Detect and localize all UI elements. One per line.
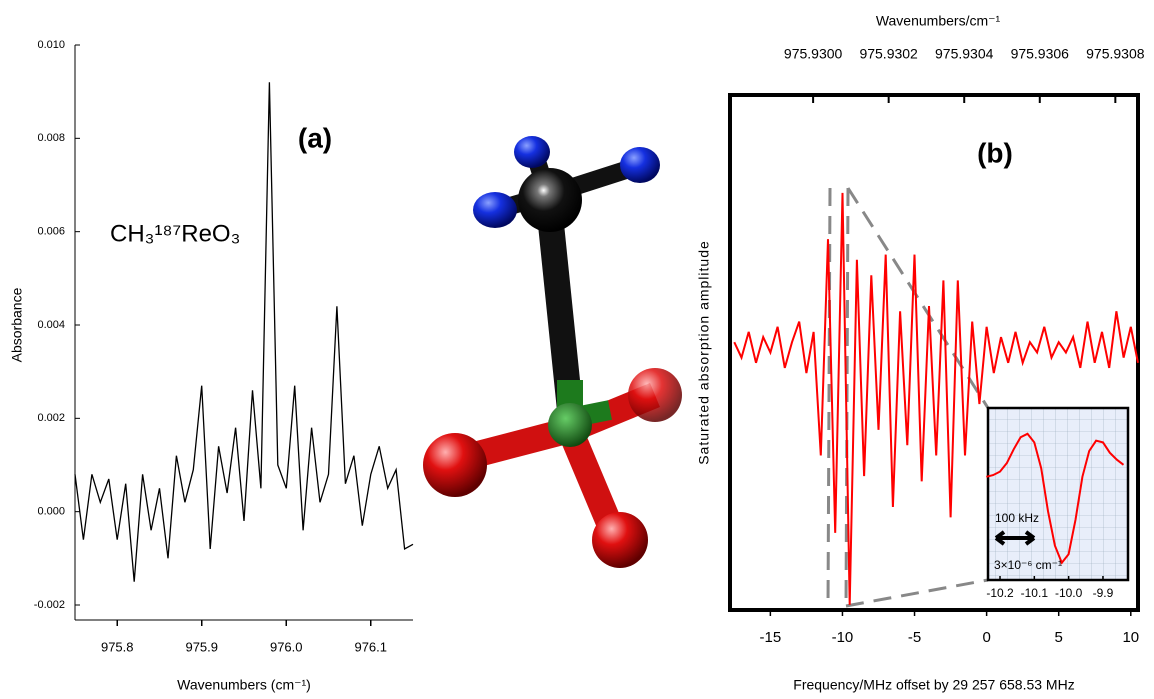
y-axis-label: Absorbance [9,287,25,362]
x-tick-label: -9.9 [1093,586,1114,600]
x-tick-label: 975.8 [101,639,134,654]
annotation: 100 kHz [995,511,1039,525]
x2-tick-label: 975.9304 [935,46,994,62]
x-tick-label: 976.1 [354,639,387,654]
x-tick-label: -15 [760,629,782,646]
double-arrow [994,530,1036,546]
y-tick-label: 0.000 [37,506,65,518]
x-tick-label: -10.0 [1055,586,1083,600]
y-tick-label: 0.010 [37,39,65,51]
x-tick-label: 975.9 [185,639,218,654]
y-tick-label: 0.004 [37,319,65,331]
molecule [423,136,682,568]
annotation: (b) [977,137,1013,168]
plot-frame [986,406,1130,582]
y-axis-label: Saturated absorption amplitude [696,240,712,465]
y-tick-label: 0.006 [37,226,65,238]
x-tick-label: -5 [908,629,921,646]
x-axis-label: Frequency/MHz offset by 29 257 658.53 MH… [793,677,1074,693]
annotation: CH₃¹⁸⁷ReO₃ [110,220,240,247]
x-tick-label: 0 [982,629,990,646]
x2-tick-label: 975.9308 [1086,46,1145,62]
x2-tick-label: 975.9302 [859,46,918,62]
data-line [986,432,1125,565]
x-tick-label: -10.2 [986,586,1014,600]
x2-tick-label: 975.9306 [1011,46,1070,62]
y-tick-label: 0.008 [37,132,65,144]
x-tick-label: 976.0 [270,639,303,654]
annotation: (a) [298,122,332,153]
x-tick-label: -10 [832,629,854,646]
x2-axis-label: Wavenumbers/cm⁻¹ [876,13,1001,29]
x2-tick-label: 975.9300 [784,46,843,62]
x-tick-label: -10.1 [1021,586,1049,600]
data-line [74,82,414,582]
x-tick-label: 5 [1055,629,1063,646]
annotation: 3×10⁻⁶ cm⁻¹ [994,558,1062,572]
x-axis-label: Wavenumbers (cm⁻¹) [177,677,311,693]
x-tick-label: 10 [1122,629,1139,646]
y-tick-label: 0.002 [37,412,65,424]
y-tick-label: -0.002 [34,599,65,611]
zoom-guides [826,187,990,609]
plot-frame [728,93,1140,612]
data-line [733,192,1139,605]
